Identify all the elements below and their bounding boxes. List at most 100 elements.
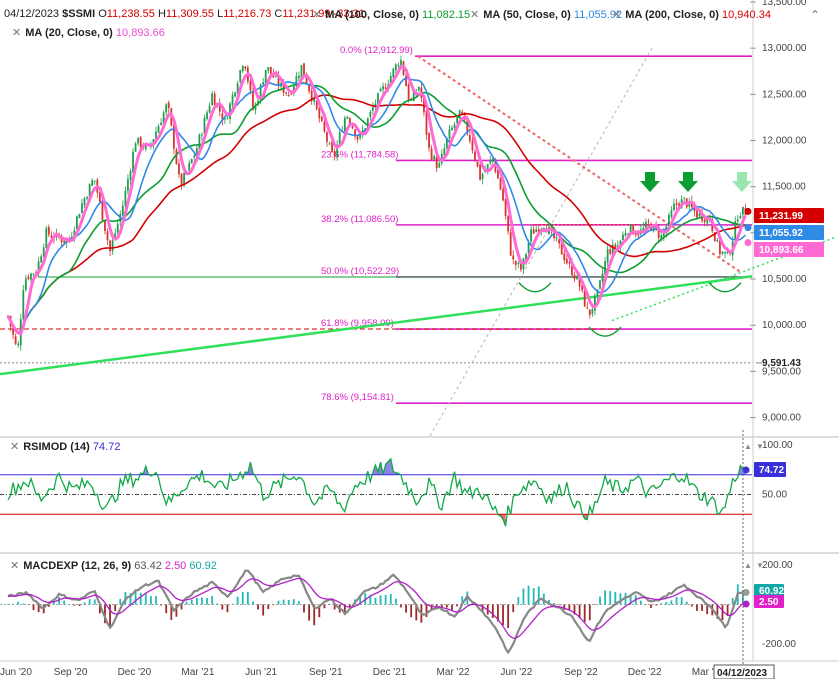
candle-body xyxy=(576,276,578,280)
candle-body xyxy=(369,111,372,118)
fib-label: 50.0% (10,522.29) xyxy=(321,266,399,277)
price-badge-dot xyxy=(744,239,752,247)
macd-tick-label: -200.00 xyxy=(762,639,796,650)
macd-hist-bar xyxy=(491,604,494,619)
macd-hist-bar xyxy=(93,599,96,605)
candle-body xyxy=(532,229,535,234)
ma50-label: MA (50, Close, 0) xyxy=(483,9,571,21)
candle-body xyxy=(489,160,492,164)
candle-body xyxy=(157,126,160,133)
macd-hist-bar xyxy=(63,600,66,605)
candle-body xyxy=(134,143,137,152)
price-badge-label: 11,231.99 xyxy=(759,211,803,222)
macd-hist-bar xyxy=(343,604,346,616)
candle-body xyxy=(359,134,362,138)
candle-body xyxy=(252,91,254,110)
candle-body xyxy=(109,240,111,252)
price-tick-label: 13,000.00 xyxy=(762,43,807,54)
macd-hist-bar xyxy=(655,604,658,606)
collapse-chevron-icon[interactable]: ⌃ xyxy=(810,8,821,22)
remove-ma200-icon[interactable]: ✕ xyxy=(612,9,622,21)
candle-body xyxy=(336,144,339,157)
down-arrow-2 xyxy=(678,172,698,192)
head-arc xyxy=(588,326,622,337)
macd-collapse-icon: ▲ xyxy=(744,561,752,570)
candle-body xyxy=(673,203,675,211)
macd-hist-bar xyxy=(201,597,203,605)
candle-body xyxy=(254,104,257,110)
candle-body xyxy=(190,158,193,164)
current-date-label: 04/12/2023 xyxy=(717,668,767,679)
macd-hist-bar xyxy=(246,591,249,605)
remove-macd-icon[interactable]: ✕ xyxy=(10,560,20,572)
rsi-badge-bg xyxy=(754,462,786,478)
current-date-badge xyxy=(713,664,775,679)
high-value: 11,309.55 xyxy=(165,8,215,20)
candle-body xyxy=(349,118,351,125)
x-tick-label: Mar '23 xyxy=(692,667,725,678)
candle-body xyxy=(178,163,180,175)
candle-body xyxy=(719,240,721,255)
candle-body xyxy=(624,233,627,236)
candle-body xyxy=(481,173,484,179)
candle-body xyxy=(231,95,234,105)
price-badge-dot xyxy=(744,224,752,232)
candle-body xyxy=(223,118,226,120)
macd-hist-bar xyxy=(451,604,453,611)
candle-body xyxy=(423,97,425,113)
candle-body xyxy=(121,205,124,216)
remove-ma50-icon[interactable]: ✕ xyxy=(470,9,480,21)
macd-hist-bar xyxy=(517,597,520,605)
candle-body xyxy=(328,143,331,145)
remove-rsi-icon[interactable]: ✕ xyxy=(10,441,20,453)
macd-hist-bar xyxy=(548,599,550,605)
candle-body xyxy=(438,163,441,168)
macd-hist-bar xyxy=(573,604,576,615)
header-symbol[interactable]: $SSMI xyxy=(62,8,96,20)
candle-body xyxy=(456,117,459,123)
rsi-line xyxy=(7,457,746,527)
macd-hist-bar xyxy=(53,601,55,605)
ma20-line xyxy=(6,64,747,336)
candle-body xyxy=(601,273,604,282)
candle-body xyxy=(703,219,706,222)
price-tick-label: 12,000.00 xyxy=(762,136,807,147)
candle-body xyxy=(236,83,239,94)
macd-signal-value: 60.92 xyxy=(189,560,217,572)
price-tick-label: 13,500.00 xyxy=(762,0,807,8)
candle-body xyxy=(287,94,290,96)
price-tick-label: 9,000.00 xyxy=(762,413,801,424)
ma100-label: MA (100, Close, 0) xyxy=(325,9,419,21)
candle-body xyxy=(241,65,244,72)
macd-value: 63.42 xyxy=(134,560,162,572)
remove-ma100-icon[interactable]: ✕ xyxy=(312,9,322,21)
candle-body xyxy=(627,233,629,235)
candle-body xyxy=(397,64,400,66)
candle-body xyxy=(83,198,86,206)
x-tick-label: Dec '22 xyxy=(628,667,662,678)
rsi-tick-label: 100.00 xyxy=(762,440,793,451)
candle-body xyxy=(642,227,645,231)
candle-body xyxy=(303,63,305,77)
candle-body xyxy=(525,254,527,261)
candle-body xyxy=(346,116,349,119)
remove-ma20-icon[interactable]: ✕ xyxy=(12,27,22,39)
macd-hist-bar xyxy=(236,596,239,605)
macd-hist-bar xyxy=(690,604,693,607)
macd-hist-bar xyxy=(645,604,647,606)
candle-body xyxy=(509,232,512,256)
macd-hist-bar xyxy=(104,604,106,624)
fib-label: 38.2% (11,086.50) xyxy=(321,214,398,225)
candle-body xyxy=(292,85,295,93)
macd-hist-bar xyxy=(155,596,157,605)
macd-hist-bar xyxy=(144,593,147,605)
macd-hist-bar xyxy=(619,593,622,605)
macd-hist-bar xyxy=(507,604,510,629)
macd-hist-bar xyxy=(139,592,142,605)
candle-body xyxy=(172,124,175,149)
candle-body xyxy=(632,225,635,235)
candle-body xyxy=(683,197,686,199)
candle-body xyxy=(563,253,566,261)
macd-hist-bar xyxy=(716,604,719,619)
